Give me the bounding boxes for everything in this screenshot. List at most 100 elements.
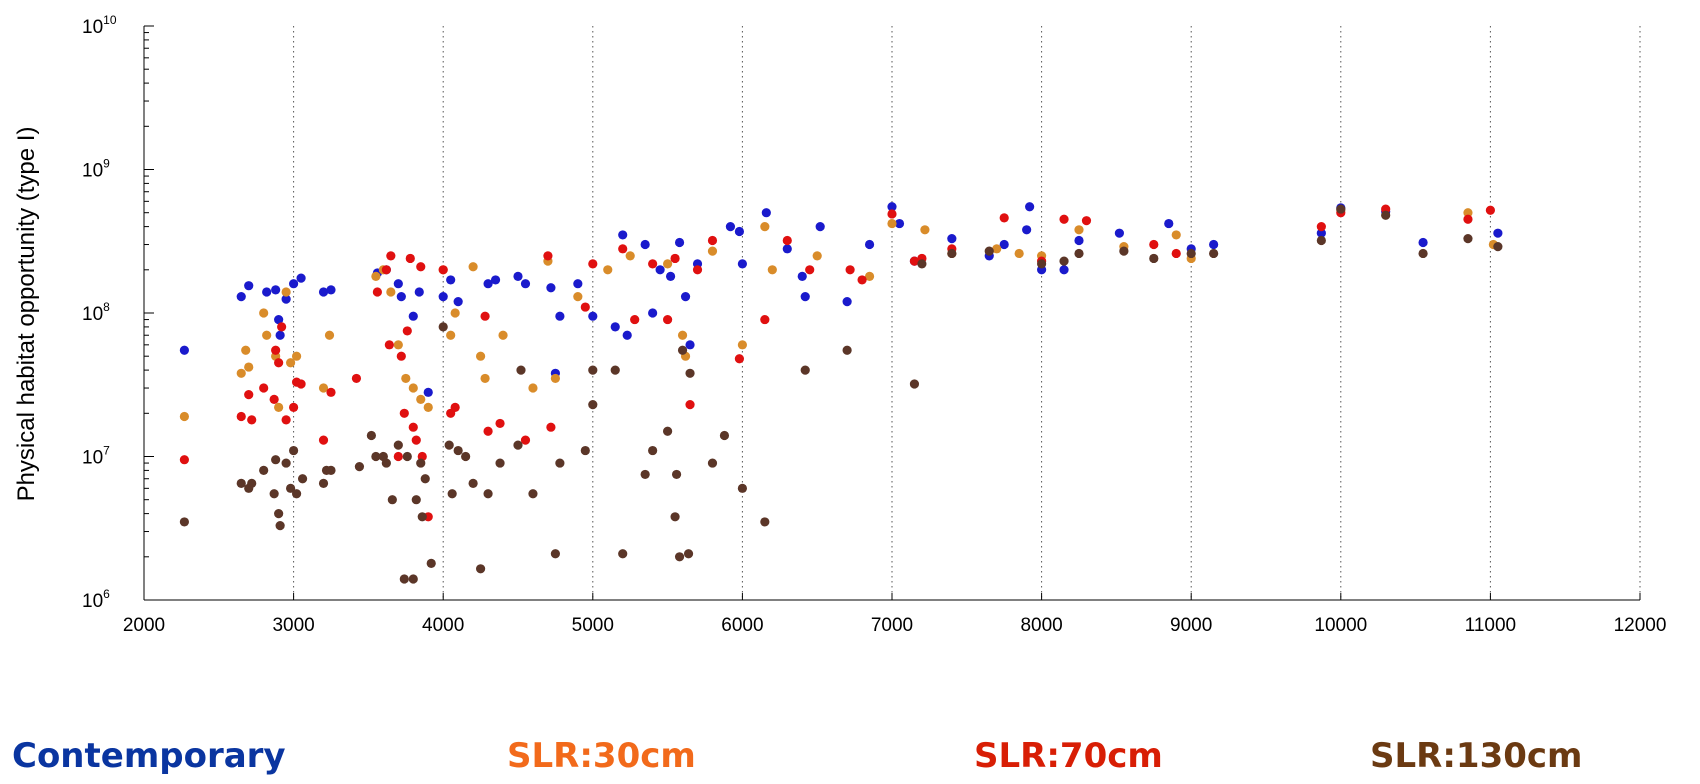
y-tick-labels: 106 107 108 109 1010 bbox=[82, 13, 117, 612]
data-point-series-0 bbox=[734, 226, 745, 237]
data-point-series-3 bbox=[685, 368, 695, 378]
data-point-series-0 bbox=[1418, 237, 1428, 248]
data-point-series-0 bbox=[674, 237, 685, 248]
data-point-series-3 bbox=[683, 549, 694, 559]
data-point-series-1 bbox=[1074, 225, 1084, 235]
data-point-series-0 bbox=[588, 311, 598, 321]
data-point-series-3 bbox=[760, 517, 770, 527]
y-tick-label: 108 bbox=[82, 300, 110, 325]
data-point-series-2 bbox=[630, 314, 640, 325]
data-point-series-0 bbox=[815, 222, 825, 232]
data-point-series-2 bbox=[277, 322, 287, 332]
data-point-series-2 bbox=[296, 379, 306, 389]
data-point-series-1 bbox=[498, 330, 508, 340]
x-tick-label: 4000 bbox=[422, 615, 464, 636]
data-point-series-3 bbox=[179, 517, 189, 527]
data-point-series-2 bbox=[543, 251, 553, 261]
data-point-series-2 bbox=[857, 275, 867, 285]
data-point-series-1 bbox=[992, 244, 1002, 254]
data-point-series-0 bbox=[555, 311, 565, 321]
data-point-series-2 bbox=[648, 259, 658, 269]
data-point-series-1 bbox=[573, 292, 583, 302]
data-point-series-1 bbox=[550, 373, 561, 384]
data-point-series-0 bbox=[289, 279, 299, 289]
data-point-series-2 bbox=[318, 435, 329, 445]
data-point-series-0 bbox=[318, 287, 329, 297]
data-point-series-3 bbox=[408, 574, 418, 584]
data-point-series-1 bbox=[401, 373, 411, 384]
data-point-series-3 bbox=[326, 465, 336, 476]
data-point-series-3 bbox=[618, 549, 628, 559]
data-point-series-3 bbox=[1493, 242, 1503, 252]
data-points bbox=[179, 202, 1503, 584]
data-point-series-3 bbox=[800, 365, 810, 375]
data-point-series-1 bbox=[737, 340, 748, 350]
data-point-series-2 bbox=[236, 411, 246, 422]
x-tick-label: 10000 bbox=[1314, 615, 1367, 636]
data-point-series-3 bbox=[1336, 204, 1346, 214]
data-point-series-3 bbox=[411, 495, 421, 505]
data-point-series-3 bbox=[640, 469, 650, 480]
data-point-series-2 bbox=[259, 383, 269, 393]
data-point-series-3 bbox=[461, 451, 471, 462]
data-point-series-1 bbox=[864, 271, 875, 281]
data-point-series-3 bbox=[513, 440, 523, 450]
data-point-series-0 bbox=[648, 308, 658, 318]
data-point-series-2 bbox=[402, 326, 412, 336]
y-tick-label: 107 bbox=[82, 444, 110, 469]
data-point-series-0 bbox=[573, 279, 583, 289]
data-point-series-0 bbox=[999, 239, 1009, 250]
data-point-series-2 bbox=[483, 426, 493, 436]
data-point-series-0 bbox=[1316, 228, 1326, 238]
data-point-series-2 bbox=[618, 244, 628, 254]
data-point-series-0 bbox=[725, 222, 736, 232]
data-point-series-2 bbox=[384, 340, 394, 350]
data-point-series-2 bbox=[416, 262, 426, 272]
data-point-series-3 bbox=[247, 478, 257, 488]
data-point-series-0 bbox=[1209, 239, 1219, 250]
data-point-series-0 bbox=[179, 345, 189, 355]
data-point-series-3 bbox=[420, 474, 430, 484]
data-point-series-3 bbox=[281, 458, 291, 468]
data-point-series-0 bbox=[393, 279, 403, 289]
data-point-series-0 bbox=[680, 292, 691, 302]
data-point-series-0 bbox=[244, 281, 254, 291]
x-tick-labels: 2000 3000 4000 5000 6000 7000 8000 9000 10000 110… bbox=[123, 615, 1667, 636]
data-point-series-0 bbox=[864, 239, 875, 250]
x-tick-label: 6000 bbox=[721, 615, 763, 636]
data-point-series-3 bbox=[947, 248, 957, 259]
data-point-series-1 bbox=[920, 225, 930, 235]
data-point-series-1 bbox=[286, 358, 296, 368]
data-point-series-2 bbox=[1463, 214, 1473, 224]
data-point-series-3 bbox=[438, 322, 448, 332]
data-point-series-1 bbox=[480, 373, 490, 384]
data-point-series-0 bbox=[797, 271, 807, 281]
data-point-series-1 bbox=[760, 222, 770, 232]
data-point-series-3 bbox=[291, 489, 302, 499]
data-point-series-2 bbox=[909, 256, 920, 266]
x-tick-label: 12000 bbox=[1614, 615, 1667, 636]
x-tick-label: 11000 bbox=[1465, 615, 1516, 636]
data-point-series-3 bbox=[426, 558, 436, 568]
data-point-series-0 bbox=[513, 271, 523, 281]
data-point-series-3 bbox=[275, 520, 285, 531]
data-point-series-3 bbox=[444, 440, 454, 450]
data-point-series-0 bbox=[275, 330, 285, 340]
data-point-series-3 bbox=[354, 462, 365, 472]
data-point-series-2 bbox=[450, 402, 460, 412]
legend-contemporary: Contemporary bbox=[12, 736, 286, 776]
data-point-series-0 bbox=[761, 208, 771, 218]
data-point-series-0 bbox=[1493, 228, 1503, 238]
data-point-series-1 bbox=[423, 402, 433, 412]
data-point-series-1 bbox=[625, 251, 635, 261]
data-point-series-3 bbox=[719, 430, 730, 441]
data-point-series-2 bbox=[244, 389, 254, 400]
data-point-series-2 bbox=[1081, 216, 1092, 226]
data-point-series-2 bbox=[546, 422, 556, 432]
data-point-series-1 bbox=[1463, 208, 1473, 218]
data-point-series-3 bbox=[516, 365, 526, 375]
data-point-series-2 bbox=[887, 209, 897, 219]
data-point-series-3 bbox=[416, 458, 426, 468]
data-point-series-3 bbox=[371, 451, 381, 462]
